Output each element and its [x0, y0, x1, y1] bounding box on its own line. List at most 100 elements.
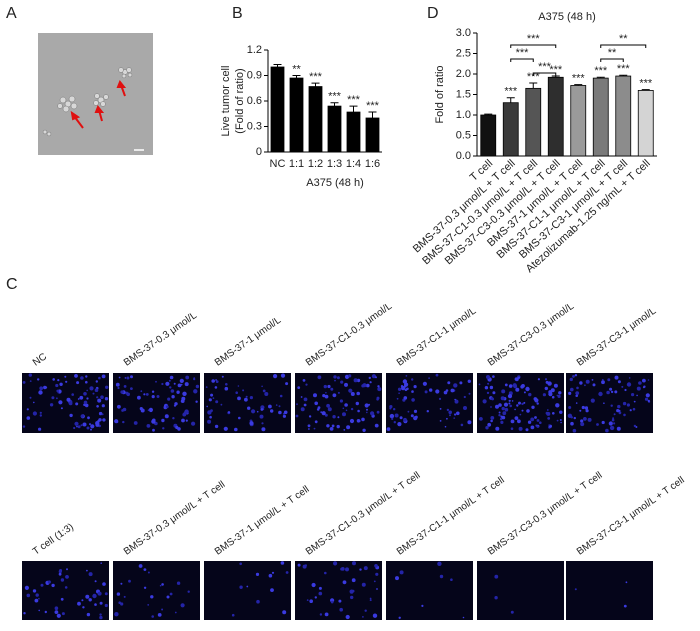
cell-dot	[454, 399, 459, 404]
cell-dot	[152, 428, 155, 432]
cell-dot	[79, 395, 84, 400]
cell-dot	[579, 409, 582, 412]
cell-dot	[601, 420, 605, 425]
cell-dot	[98, 411, 103, 416]
cell-dot	[351, 589, 355, 593]
cell-dot	[413, 416, 418, 421]
cell-dot	[495, 404, 499, 409]
cell-dot	[456, 411, 460, 416]
cell-dot	[170, 389, 175, 393]
cell-dot	[320, 411, 323, 413]
cell-dot	[85, 594, 90, 599]
cell-dot	[126, 392, 130, 397]
cell-dot	[146, 424, 151, 428]
y-tick-label: 0.3	[247, 120, 262, 132]
cell-dot	[527, 420, 532, 424]
cell-dot	[573, 416, 576, 420]
cell-dot	[508, 402, 511, 405]
cell-dot	[184, 409, 189, 414]
cell-dot	[611, 418, 615, 422]
cell-dot	[83, 392, 87, 396]
cell-dot	[633, 400, 636, 403]
cell-dot	[368, 376, 371, 380]
cell-dot	[38, 597, 40, 600]
cell-dot	[300, 396, 303, 398]
cell-dot	[117, 386, 120, 390]
cell-dot	[147, 571, 150, 574]
cell-dot	[533, 397, 538, 401]
panel-label: C	[6, 276, 18, 293]
cell-dot	[547, 417, 551, 420]
cell-dot	[559, 410, 563, 414]
cell-dot	[403, 417, 407, 422]
cell-dot	[569, 377, 573, 382]
cell-dot	[574, 588, 577, 591]
image-bg	[295, 373, 382, 433]
cell-dot	[424, 390, 428, 394]
cell-dot	[181, 418, 185, 423]
cell-dot	[422, 381, 427, 386]
cell-dot	[363, 566, 368, 571]
cell-dot	[501, 389, 506, 394]
cell-dot	[372, 613, 378, 618]
cell-dot	[435, 373, 439, 377]
cell-dot	[500, 415, 503, 418]
cell-dot	[94, 603, 97, 606]
cell-dot	[305, 383, 308, 386]
cell-dot	[58, 572, 62, 576]
cell-dot	[487, 382, 490, 385]
cell-dot	[510, 427, 514, 431]
cell-dot	[89, 386, 94, 391]
cell-dot	[575, 391, 580, 395]
cell-dot	[317, 375, 322, 380]
cell-dot	[34, 598, 39, 603]
cell-dot	[214, 424, 219, 429]
cell-dot	[24, 585, 29, 591]
y-tick-label: 0	[256, 146, 262, 158]
cell-dot	[38, 609, 40, 612]
cell-dot	[51, 396, 55, 400]
cell-dot	[585, 409, 589, 413]
cell-dot	[114, 419, 119, 424]
cell-dot	[90, 424, 95, 429]
cell-dot	[64, 586, 68, 589]
y-tick-label: 1.2	[247, 44, 262, 56]
cell-dot	[122, 407, 127, 412]
cell-dot	[523, 391, 526, 394]
cell-dot	[143, 568, 147, 571]
cell-dot	[411, 378, 414, 381]
cell-dot	[572, 375, 575, 378]
cell-dot	[118, 376, 121, 379]
cell-dot	[614, 375, 619, 380]
cell-dot	[29, 396, 32, 399]
cell-dot	[368, 403, 371, 406]
cell-dot	[439, 574, 444, 579]
cell-dot	[333, 375, 337, 379]
cell-dot	[317, 406, 321, 409]
cell-dot	[215, 380, 219, 383]
cell-dot	[453, 417, 456, 419]
y-tick-label: 0.9	[247, 69, 262, 81]
cell-dot	[104, 592, 108, 596]
cell-dot	[344, 403, 348, 407]
error-bar	[273, 63, 282, 67]
cell-dot	[536, 425, 539, 428]
cell-dot	[318, 591, 323, 596]
cell-dot	[59, 569, 63, 572]
image-caption: BMS-37-C3-0.3 μmol/L	[486, 301, 577, 369]
cell-dot	[86, 389, 88, 392]
cell-dot	[336, 376, 340, 380]
cell-dot	[453, 383, 458, 388]
cell-dot	[636, 386, 641, 391]
cell-dot	[66, 397, 71, 402]
cell-dot	[568, 391, 572, 395]
error-bar	[349, 105, 358, 113]
cell-dot	[345, 567, 349, 572]
cell-dot	[606, 390, 610, 395]
significance: ***	[347, 94, 361, 106]
cell-dot	[184, 382, 189, 387]
cell-dot	[157, 613, 162, 617]
cell-dot	[180, 603, 185, 608]
cell-dot	[309, 599, 314, 603]
cell-dot	[344, 382, 348, 387]
